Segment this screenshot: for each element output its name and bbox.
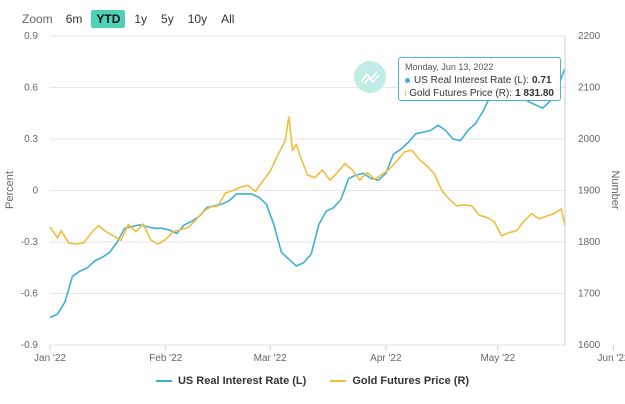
zoom-5y-button[interactable]: 5y bbox=[161, 12, 174, 26]
right-tick-label: 1900 bbox=[578, 186, 601, 197]
series-line-gold[interactable] bbox=[49, 116, 566, 245]
series-group bbox=[49, 68, 566, 319]
left-axis-ticks: 0.9 0.6 0.3 0 -0.3 -0.6 -0.9 bbox=[21, 31, 39, 351]
zoom-all-button[interactable]: All bbox=[221, 12, 235, 26]
x-tick-label: Mar '22 bbox=[254, 353, 287, 364]
right-axis-title: Number bbox=[609, 170, 621, 209]
tooltip: Monday, Jun 13, 2022 US Real Interest Ra… bbox=[398, 57, 561, 101]
right-tick-label: 1600 bbox=[578, 340, 601, 351]
series-line-rate[interactable] bbox=[49, 68, 566, 319]
x-tick-label: Jan '22 bbox=[34, 353, 66, 364]
right-tick-label: 1800 bbox=[578, 237, 601, 248]
tooltip-row-gold: Gold Futures Price (R): 1 831.80 bbox=[405, 87, 554, 100]
tooltip-row-rate: US Real Interest Rate (L): 0.71 bbox=[405, 74, 554, 87]
tooltip-date: Monday, Jun 13, 2022 bbox=[405, 62, 494, 72]
left-tick-label: 0.6 bbox=[24, 83, 38, 94]
right-tick-label: 2200 bbox=[578, 31, 601, 42]
legend-item-gold[interactable]: Gold Futures Price (R) bbox=[330, 375, 469, 387]
legend-gold-label: Gold Futures Price (R) bbox=[352, 375, 470, 387]
trend-icon bbox=[360, 71, 380, 85]
right-tick-label: 1700 bbox=[578, 289, 601, 300]
tooltip-gold-value: 1 831.80 bbox=[515, 88, 554, 99]
left-tick-label: -0.9 bbox=[21, 340, 39, 351]
right-tick-label: 2100 bbox=[578, 83, 601, 94]
rate-swatch-icon bbox=[155, 380, 172, 382]
x-tick-label: May '22 bbox=[480, 353, 515, 364]
left-tick-label: -0.3 bbox=[21, 237, 39, 248]
gold-swatch-icon bbox=[330, 380, 347, 382]
x-axis-ticks: Jan '22 Feb '22 Mar '22 Apr '22 May '22 Jun '… bbox=[34, 345, 625, 364]
right-axis-ticks: 2200 2100 2000 1900 1800 1700 1600 bbox=[578, 31, 601, 351]
legend: US Real Interest Rate (L) Gold Futures P… bbox=[0, 375, 625, 387]
tooltip-gold-label: Gold Futures Price (R): bbox=[409, 88, 513, 99]
legend-item-rate[interactable]: US Real Interest Rate (L) bbox=[155, 375, 307, 387]
zoom-ytd-button[interactable]: YTD bbox=[91, 10, 126, 28]
x-tick-label: Jun '22 bbox=[598, 353, 625, 364]
zoom-selector: Zoom 6m YTD 1y 5y 10y All bbox=[22, 9, 243, 29]
zoom-10y-button[interactable]: 10y bbox=[187, 12, 208, 26]
right-tick-label: 2000 bbox=[578, 134, 601, 145]
zoom-1y-button[interactable]: 1y bbox=[134, 12, 148, 26]
rate-dot-icon bbox=[405, 78, 410, 83]
zoom-6m-button[interactable]: 6m bbox=[65, 12, 83, 26]
left-axis-title: Percent bbox=[4, 171, 16, 209]
left-tick-label: 0 bbox=[32, 186, 38, 197]
legend-rate-label: US Real Interest Rate (L) bbox=[177, 375, 307, 387]
x-tick-label: Feb '22 bbox=[149, 353, 182, 364]
tooltip-rate-value: 0.71 bbox=[532, 75, 552, 86]
tooltip-rate-label: US Real Interest Rate (L): bbox=[414, 75, 530, 86]
left-tick-label: 0.3 bbox=[24, 134, 38, 145]
left-tick-label: -0.6 bbox=[21, 289, 39, 300]
left-tick-label: 0.9 bbox=[24, 31, 38, 42]
grid-lines bbox=[50, 35, 565, 346]
zoom-label: Zoom bbox=[22, 12, 53, 26]
x-tick-label: Apr '22 bbox=[370, 353, 402, 364]
